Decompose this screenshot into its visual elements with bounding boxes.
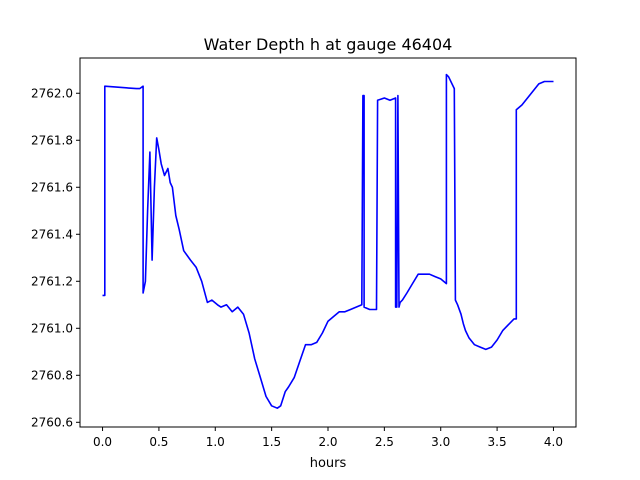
y-axis: 2760.6 2760.8 2761.0 2761.2 2761.4 2761.6 2761… — [31, 86, 80, 429]
x-tick-label: 3.0 — [431, 435, 450, 449]
x-tick-label: 2.5 — [375, 435, 394, 449]
x-tick-label: 4.0 — [544, 435, 563, 449]
y-tick-label: 2761.0 — [31, 321, 73, 335]
x-tick-label: 3.5 — [488, 435, 507, 449]
y-tick-label: 2760.8 — [31, 368, 73, 382]
y-tick-label: 2761.4 — [31, 227, 73, 241]
x-tick-label: 1.0 — [206, 435, 225, 449]
x-tick-label: 2.0 — [318, 435, 337, 449]
y-tick-label: 2760.6 — [31, 415, 73, 429]
series-line-0 — [102, 73, 554, 410]
y-tick-label: 2761.2 — [31, 274, 73, 288]
x-tick-label: 0.5 — [149, 435, 168, 449]
x-axis-label: hours — [310, 456, 347, 471]
x-tick-label: 1.5 — [262, 435, 281, 449]
x-axis: 0.0 0.5 1.0 1.5 2.0 2.5 3.0 3.5 4.0 — [93, 427, 563, 449]
y-tick-label: 2761.8 — [31, 133, 73, 147]
y-tick-label: 2761.6 — [31, 180, 73, 194]
y-tick-label: 2762.0 — [31, 86, 73, 100]
plot-area — [102, 73, 554, 410]
axes-frame — [79, 57, 577, 428]
x-tick-label: 0.0 — [93, 435, 112, 449]
chart-title: Water Depth h at gauge 46404 — [204, 35, 453, 54]
